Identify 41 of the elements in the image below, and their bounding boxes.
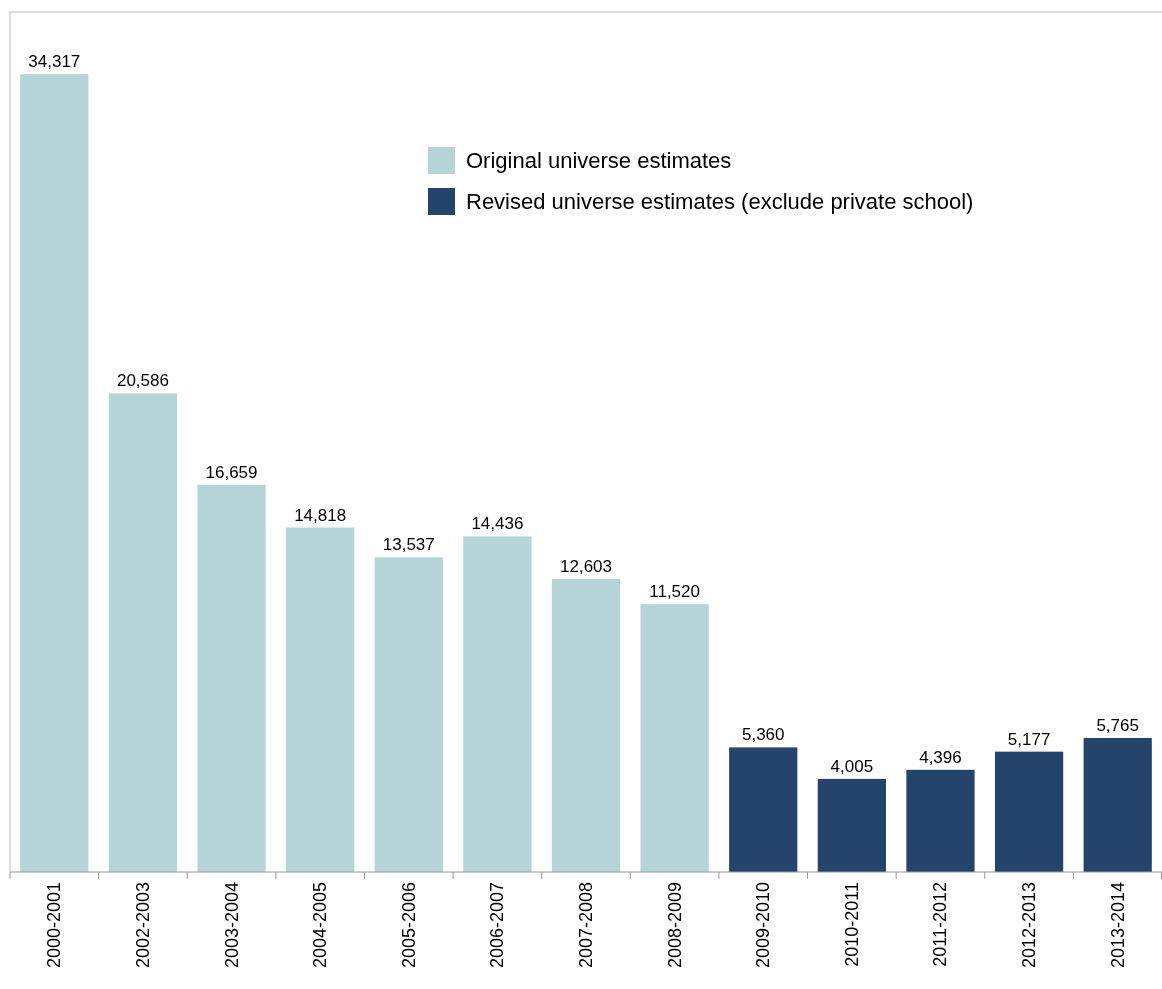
data-label: 4,396 [919,747,962,767]
data-label: 11,520 [649,582,700,602]
bar [994,751,1064,872]
bar [463,536,532,872]
data-label: 5,765 [1096,715,1139,735]
x-tick-label: 2013-2014 [1107,882,1128,969]
bar [197,484,266,872]
x-tick-label: 2010-2011 [841,882,862,967]
x-tick-label: 2007-2008 [576,882,596,969]
x-tick-label: 2006-2007 [487,882,508,969]
x-tick-label: 2003-2004 [221,882,242,969]
bar [640,604,709,872]
bar [286,527,355,872]
x-tick-label: 2011-2012 [930,882,951,967]
data-label: 14,436 [471,514,524,534]
data-label: 20,586 [116,371,169,391]
bar [20,74,89,872]
legend-label: Revised universe estimates (exclude private school) [466,189,974,214]
bar [1083,737,1152,872]
bar [374,557,443,872]
bar [108,393,178,872]
data-label: 34,317 [28,52,81,72]
x-tick-label: 2005-2006 [398,882,419,969]
bar [551,579,621,872]
x-tick-label: 2008-2009 [664,882,685,969]
data-label: 13,537 [382,535,435,555]
data-label: 14,818 [294,505,347,525]
x-tick-label: 2012-2013 [1019,882,1040,969]
data-label: 5,177 [1007,729,1051,749]
data-label: 12,603 [560,557,612,577]
x-tick-label: 2002-2003 [132,882,153,969]
data-label: 5,360 [741,725,785,745]
x-tick-label: 2009-2010 [753,882,774,969]
legend-label: Original universe estimates [466,148,732,173]
data-label: 16,659 [205,462,258,482]
x-tick-label: 2000-2001 [44,882,65,969]
x-tick-label: 2004-2005 [310,882,331,969]
bar [729,747,798,872]
data-label: 4,005 [830,756,874,776]
bar [906,769,975,872]
bar [817,778,886,872]
